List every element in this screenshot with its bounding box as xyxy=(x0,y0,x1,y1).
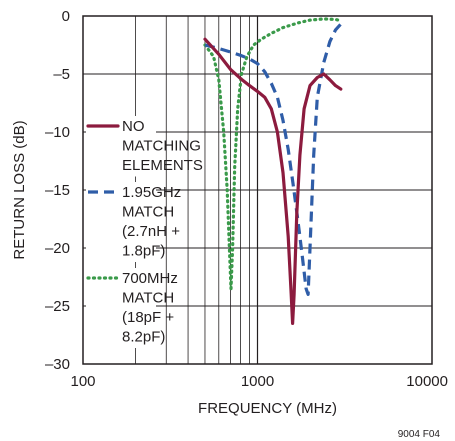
legend-label: 1.95GHz xyxy=(122,184,181,201)
legend-label: 700MHz xyxy=(122,270,178,287)
y-tick-label: –10 xyxy=(45,124,70,141)
x-tick-label: 100 xyxy=(70,373,95,390)
y-tick-label: –5 xyxy=(53,66,70,83)
legend-label: MATCH xyxy=(122,290,174,307)
y-tick-label: 0 xyxy=(62,8,70,25)
y-tick-label: –30 xyxy=(45,356,70,373)
legend-label: (2.7nH + xyxy=(122,223,180,240)
legend-label: MATCHING xyxy=(122,138,201,155)
y-tick-label: –25 xyxy=(45,298,70,315)
y-tick-label: –15 xyxy=(45,182,70,199)
legend-backdrop xyxy=(86,268,156,348)
x-tick-label: 10000 xyxy=(406,373,448,390)
legend: NO MATCHING ELEMENTS 1.95GHz MATCH (2.7nH + 1.… xyxy=(86,116,203,348)
series-line-dashed xyxy=(204,23,342,296)
legend-label: ELEMENTS xyxy=(122,157,203,174)
series-line-dotted xyxy=(203,17,343,291)
legend-label: MATCH xyxy=(122,204,174,221)
x-axis-title: FREQUENCY (MHz) xyxy=(198,400,337,417)
y-tick-label: –20 xyxy=(45,240,70,257)
legend-label: 1.8pF) xyxy=(122,243,165,260)
plot-frame xyxy=(82,15,433,365)
figure-id-note: 9004 F04 xyxy=(398,429,441,440)
x-tick-label: 1000 xyxy=(241,373,274,390)
legend-label: (18pF + xyxy=(122,309,174,326)
legend-label: 8.2pF) xyxy=(122,329,165,346)
legend-label: NO xyxy=(122,118,145,135)
series-line-solid xyxy=(203,37,343,325)
legend-backdrop xyxy=(86,182,156,262)
y-axis-title: RETURN LOSS (dB) xyxy=(11,120,28,259)
series-layer xyxy=(203,17,343,325)
